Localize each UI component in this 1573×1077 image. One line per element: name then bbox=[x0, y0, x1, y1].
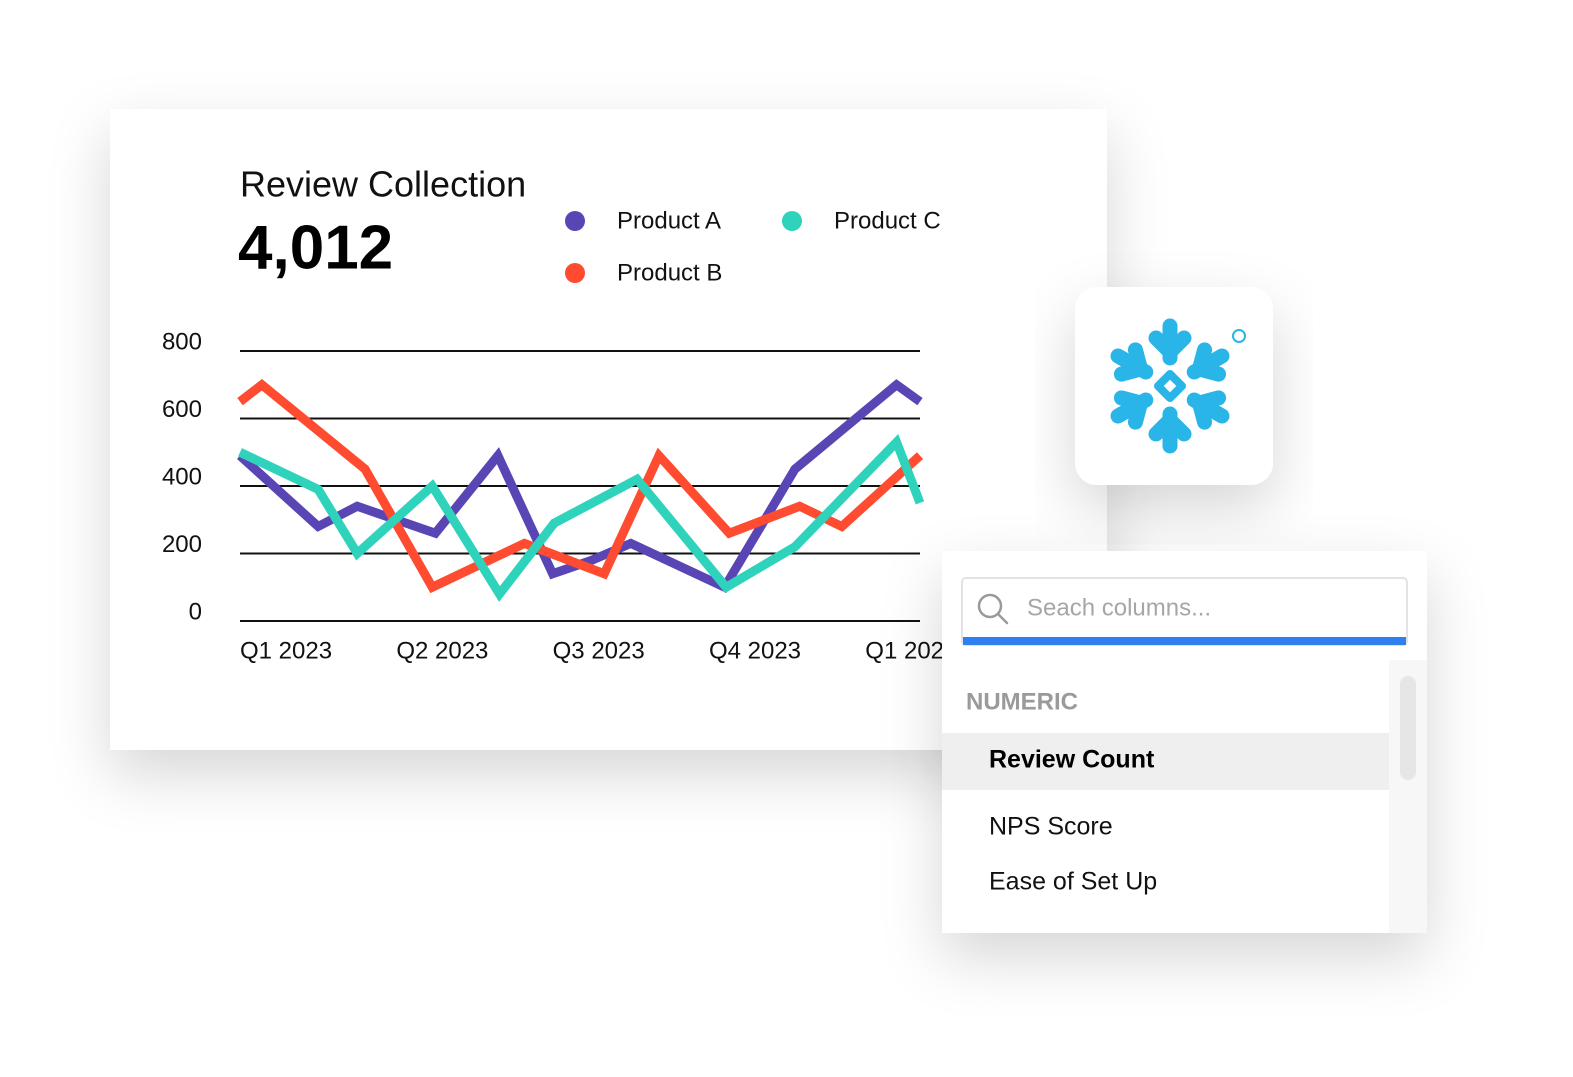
x-tick-label: Q3 2023 bbox=[553, 637, 645, 664]
snowflake-logo bbox=[1110, 318, 1230, 454]
search-icon bbox=[977, 593, 1003, 619]
y-tick-label: 0 bbox=[189, 598, 202, 625]
series-line bbox=[238, 433, 925, 602]
scroll-thumb[interactable] bbox=[1400, 676, 1416, 780]
legend-swatch bbox=[565, 211, 585, 231]
search-focus-bar bbox=[963, 637, 1406, 645]
x-tick-label: Q2 2023 bbox=[396, 637, 488, 664]
chart-title: Review Collection bbox=[240, 164, 526, 205]
search-icon-handle bbox=[996, 612, 1009, 625]
section-label: NUMERIC bbox=[966, 688, 1078, 715]
logo-card bbox=[1075, 287, 1273, 485]
legend-swatch bbox=[565, 263, 585, 283]
chart-card bbox=[110, 109, 1107, 750]
column-item[interactable]: Review Count bbox=[989, 746, 1155, 774]
logo-card-bg bbox=[1075, 287, 1273, 485]
column-item[interactable]: NPS Score bbox=[989, 813, 1113, 841]
y-tick-label: 600 bbox=[162, 396, 202, 423]
x-tick-label: Q4 2023 bbox=[709, 637, 801, 664]
legend-label: Product B bbox=[617, 259, 722, 286]
legend-label: Product C bbox=[834, 207, 941, 234]
legend-label: Product A bbox=[617, 207, 721, 234]
column-picker: Seach columns... NUMERIC Review Count NP… bbox=[942, 551, 1427, 933]
column-item[interactable]: Ease of Set Up bbox=[989, 868, 1157, 896]
column-item-selected[interactable] bbox=[942, 733, 1389, 790]
y-tick-label: 400 bbox=[162, 463, 202, 490]
x-tick-label: Q1 2023 bbox=[240, 637, 332, 664]
chart-total: 4,012 bbox=[238, 213, 393, 282]
y-tick-label: 200 bbox=[162, 531, 202, 558]
registered-mark bbox=[1232, 329, 1246, 343]
series-line bbox=[236, 379, 923, 594]
y-tick-label: 800 bbox=[162, 328, 202, 355]
series-line bbox=[237, 379, 924, 594]
search-placeholder: Seach columns... bbox=[1027, 594, 1211, 621]
legend-swatch bbox=[782, 211, 802, 231]
